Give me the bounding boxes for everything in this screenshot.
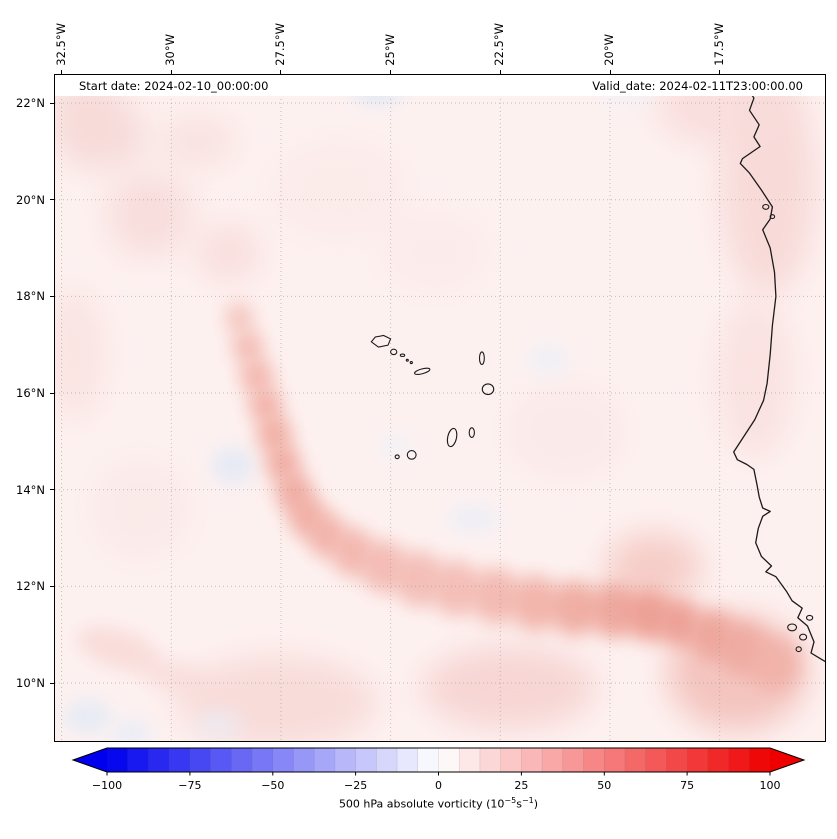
y-tick-label: 18°N [16, 289, 45, 304]
colorbar-tick-label: −75 [178, 779, 201, 792]
x-tick-label: 20°W [602, 34, 616, 66]
map-plot: Start date: 2024-02-10_00:00:00 Valid_da… [54, 74, 826, 742]
colorbar-title: 500 hPa absolute vorticity (10−5s−1) [107, 796, 770, 811]
x-tick-label: 32.5°W [53, 23, 68, 66]
colorbar-segments: −100 −75 −50 −25 0 25 50 75 100 [71, 747, 806, 792]
colorbar-tick-label: 50 [597, 779, 611, 792]
colorbar-tick-label: −100 [92, 779, 122, 792]
y-tick [50, 102, 54, 104]
y-axis-left: 22°N 20°N 18°N 16°N 14°N 12°N 10°N [0, 75, 54, 741]
colorbar-title-prefix: 500 hPa absolute vorticity (10 [338, 797, 505, 811]
colorbar-extend-max [770, 748, 804, 772]
x-tick [609, 70, 611, 74]
colorbar-tick-label: 0 [435, 779, 442, 792]
colorbar-title-sup2: −1 [521, 796, 534, 805]
y-tick [50, 682, 54, 684]
y-tick-label: 12°N [16, 579, 45, 594]
africa-coastline [733, 75, 825, 663]
x-tick-label: 17.5°W [711, 23, 726, 66]
y-tick [50, 585, 54, 587]
x-tick-label: 30°W [163, 34, 178, 66]
x-tick [719, 70, 721, 74]
colorbar-tick-label: −50 [261, 779, 284, 792]
y-tick [50, 199, 54, 201]
coastal-islands [762, 203, 814, 653]
colorbar-title-sup1: −5 [504, 796, 517, 805]
y-tick [50, 295, 54, 297]
graticule [55, 75, 825, 741]
vorticity-map [55, 75, 825, 741]
y-tick-label: 20°N [16, 192, 45, 207]
x-axis-top: 32.5°W 30°W 27.5°W 25°W 22.5°W 20°W 17.5°W [53, 0, 825, 74]
x-tick [390, 70, 392, 74]
y-tick-label: 14°N [16, 482, 45, 497]
x-tick-label: 27.5°W [272, 23, 287, 66]
colorbar-tick-label: 100 [760, 779, 781, 792]
title-strip: Start date: 2024-02-10_00:00:00 Valid_da… [55, 75, 825, 96]
y-tick-label: 16°N [16, 386, 45, 401]
x-tick-label: 25°W [382, 34, 397, 66]
x-tick [280, 70, 282, 74]
x-tick [61, 70, 63, 74]
x-tick-label: 22.5°W [492, 23, 507, 66]
colorbar-tick-label: −25 [344, 779, 367, 792]
colorbar-extend-min [73, 748, 107, 772]
colorbar-title-suffix: ) [533, 797, 539, 811]
start-date-title: Start date: 2024-02-10_00:00:00 [79, 78, 269, 93]
y-tick-label: 10°N [16, 676, 45, 690]
colorbar: −100 −75 −50 −25 0 25 50 75 100 [71, 747, 806, 792]
y-tick [50, 392, 54, 394]
valid-date-title: Valid_date: 2024-02-11T23:00:00.00 [592, 78, 803, 93]
cape-verde-islands [370, 334, 495, 460]
colorbar-tick-label: 75 [680, 779, 694, 792]
y-tick-label: 22°N [16, 96, 45, 111]
colorbar-title-mid: s [516, 797, 522, 811]
x-tick [170, 70, 172, 74]
y-tick [50, 489, 54, 491]
colorbar-tick-label: 25 [514, 779, 528, 792]
x-tick [499, 70, 501, 74]
